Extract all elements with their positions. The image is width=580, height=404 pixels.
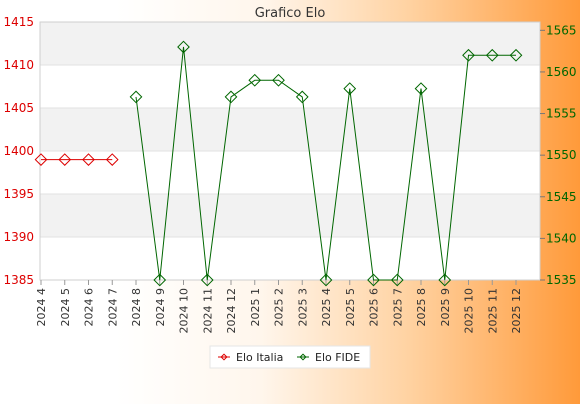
right-tick-label: 1550 [546, 148, 577, 162]
legend-box [209, 345, 371, 369]
grid-band [40, 108, 540, 151]
data-point [390, 273, 404, 287]
left-tick-label: 1400 [3, 144, 34, 158]
data-point [82, 153, 95, 166]
x-tick-label: 2025 2 [273, 288, 286, 327]
x-tick-label: 2025 1 [249, 288, 262, 327]
legend-label: Elo Italia [236, 351, 283, 364]
x-tick-label: 2024 5 [59, 288, 72, 327]
data-point [177, 40, 190, 54]
grid-band [40, 194, 540, 237]
grid-band [40, 22, 540, 65]
x-tick-label: 2025 6 [368, 288, 381, 327]
left-tick-label: 1385 [3, 273, 34, 287]
x-tick-label: 2024 4 [35, 288, 48, 327]
x-tick-label: 2025 8 [415, 288, 428, 327]
x-tick-label: 2025 7 [391, 288, 404, 327]
legend: Elo Italia Elo FIDE [209, 345, 371, 369]
data-point [295, 90, 309, 104]
legend-marker [220, 353, 228, 361]
data-point [462, 48, 475, 62]
legend-label: Elo FIDE [315, 351, 360, 364]
series-line [135, 46, 516, 281]
plot-frame [39, 21, 541, 281]
chart-title: Grafico Elo [255, 6, 326, 21]
data-point [129, 90, 143, 104]
data-point [272, 73, 285, 87]
data-point [34, 153, 48, 166]
right-tick-label: 1545 [546, 190, 577, 204]
data-point [485, 48, 499, 62]
series-elo-fide [129, 40, 523, 287]
data-point [248, 73, 262, 87]
data-point [319, 273, 333, 287]
x-tick-label: 2025 11 [486, 288, 499, 334]
series-elo-italia [34, 153, 119, 166]
data-point [105, 153, 119, 166]
x-tick-label: 2024 11 [201, 288, 214, 334]
right-tick-label: 1565 [546, 23, 577, 37]
left-tick-label: 1415 [3, 15, 34, 29]
right-tick-label: 1535 [546, 273, 577, 287]
left-tick-label: 1405 [3, 101, 34, 115]
data-point [224, 90, 238, 104]
x-tick-label: 2024 12 [225, 288, 238, 334]
data-point [367, 273, 380, 287]
data-point [509, 48, 523, 62]
x-tick-label: 2025 3 [296, 288, 309, 327]
x-tick-label: 2024 8 [130, 288, 143, 327]
data-point [343, 82, 357, 95]
x-tick-label: 2024 10 [178, 288, 191, 334]
legend-marker [299, 353, 307, 361]
right-tick-label: 1540 [546, 231, 577, 245]
data-point [58, 153, 72, 166]
x-tick-label: 2024 6 [83, 288, 96, 327]
x-tick-label: 2025 5 [344, 288, 357, 327]
x-tick-label: 2025 4 [320, 288, 333, 327]
right-tick-label: 1555 [546, 107, 577, 121]
data-point [438, 273, 452, 287]
data-point [200, 273, 214, 287]
data-point [153, 273, 167, 287]
data-point [414, 82, 428, 95]
x-tick-label: 2025 10 [463, 288, 476, 334]
left-tick-label: 1395 [3, 187, 34, 201]
x-tick-label: 2025 9 [439, 288, 452, 327]
right-tick-label: 1560 [546, 65, 577, 79]
x-tick-label: 2024 9 [154, 288, 167, 327]
left-tick-label: 1410 [3, 58, 34, 72]
x-tick-label: 2024 7 [106, 288, 119, 327]
left-tick-label: 1390 [3, 230, 34, 244]
x-tick-label: 2025 12 [510, 288, 523, 334]
